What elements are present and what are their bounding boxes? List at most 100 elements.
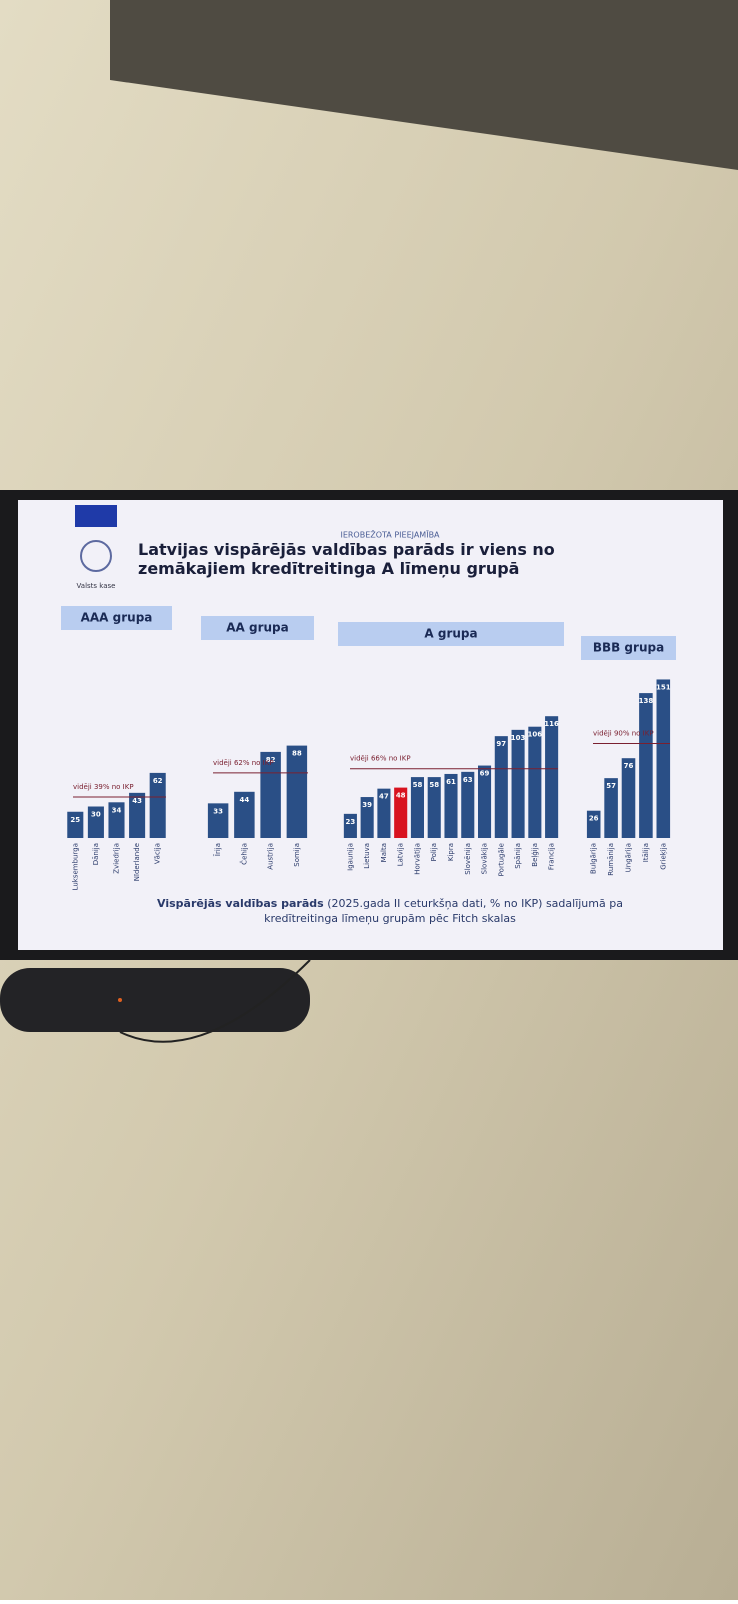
category-label: Polija — [430, 843, 438, 861]
category-label: Beļģija — [531, 843, 540, 867]
bar — [360, 797, 374, 838]
bar — [260, 751, 281, 838]
value-label: 57 — [606, 782, 616, 790]
value-label: 39 — [362, 801, 372, 809]
category-label: Latvija — [397, 843, 405, 866]
flag-mark — [75, 505, 117, 527]
value-label: 106 — [528, 731, 543, 739]
bar — [511, 729, 525, 838]
category-label: Horvātija — [413, 843, 421, 875]
value-label: 116 — [544, 720, 559, 728]
cable — [119, 959, 311, 1043]
bar — [108, 802, 125, 838]
value-label: 34 — [112, 806, 122, 814]
category-label: Malta — [380, 843, 388, 862]
caption-rest: (2025.gada II ceturkšņa dati, % no IKP) … — [264, 897, 623, 925]
bar — [286, 745, 308, 838]
soundbar — [0, 968, 310, 1032]
value-label: 33 — [213, 807, 223, 815]
title-box: Latvijas vispārējās valdības parāds ir v… — [138, 540, 555, 578]
value-label: 26 — [589, 815, 599, 823]
bar — [67, 811, 84, 838]
logo-text: Valsts kase — [77, 582, 116, 590]
bar — [639, 693, 653, 838]
bar — [234, 791, 255, 838]
slide-title: Latvijas vispārējās valdības parāds ir v… — [138, 540, 555, 578]
category-label: Portugāle — [497, 843, 505, 876]
average-label: vidēji 90% no IKP — [593, 730, 654, 738]
value-label: 76 — [624, 762, 634, 770]
category-label: Bulgārija — [590, 843, 598, 874]
bar — [87, 806, 104, 838]
bar — [394, 787, 408, 838]
category-label: Igaunija — [346, 843, 354, 871]
value-label: 58 — [429, 781, 439, 789]
average-label: vidēji 39% no IKP — [73, 783, 134, 791]
caption-box: Vispārējās valdības parāds (2025.gada II… — [140, 896, 640, 926]
average-label: vidēji 62% no IKP — [213, 759, 274, 767]
category-label: Zviedrija — [113, 843, 121, 874]
bar — [461, 771, 475, 838]
bar — [149, 772, 166, 838]
bar — [586, 810, 601, 838]
value-label: 58 — [413, 781, 423, 789]
bar — [477, 765, 492, 838]
category-label: Slovākija — [481, 843, 489, 874]
group-title: A grupa — [424, 627, 477, 641]
category-label: Grieķija — [659, 843, 668, 870]
bar — [427, 777, 441, 838]
category-label: Čehija — [239, 843, 248, 865]
bar — [656, 679, 671, 838]
group-header-box — [201, 616, 314, 640]
bar — [377, 788, 391, 838]
value-label: 48 — [396, 792, 406, 800]
group-header-box — [338, 622, 564, 646]
value-label: 88 — [292, 750, 302, 758]
category-label: Lietuva — [363, 843, 371, 869]
caption-bold: Vispārējās valdības parāds — [157, 897, 324, 910]
value-label: 82 — [266, 756, 276, 764]
bar — [410, 777, 425, 838]
bar — [444, 773, 458, 838]
category-label: Slovēnija — [464, 843, 472, 875]
group-header-box — [61, 606, 172, 630]
group-title: AA grupa — [226, 621, 289, 635]
category-label: Dānija — [92, 843, 100, 865]
value-label: 25 — [70, 816, 80, 824]
value-label: 43 — [132, 797, 142, 805]
bar — [129, 792, 146, 838]
charts: AAA grupa 25 Luksemburga 30 Dānija 34 Zviedrij… — [61, 606, 676, 890]
value-label: 62 — [153, 777, 163, 785]
category-label: Kipra — [447, 843, 455, 861]
slide — [18, 500, 723, 950]
bar — [207, 803, 229, 838]
value-label: 61 — [446, 778, 456, 786]
ceiling — [110, 0, 738, 170]
bar — [604, 778, 618, 838]
category-label: Rumānija — [607, 843, 615, 876]
average-label: vidēji 66% no IKP — [350, 755, 411, 763]
category-label: Īrija — [213, 843, 222, 856]
category-label: Ungārija — [625, 843, 633, 872]
value-label: 138 — [639, 697, 654, 705]
category-label: Nīderlande — [133, 843, 141, 881]
bar — [621, 758, 636, 838]
value-label: 69 — [480, 770, 490, 778]
category-label: Austrija — [267, 843, 275, 870]
caption: Vispārējās valdības parāds (2025.gada II… — [140, 896, 640, 926]
group-title: AAA grupa — [81, 611, 153, 625]
value-label: 97 — [496, 740, 506, 748]
category-label: Vācija — [154, 843, 162, 864]
group-header-box — [581, 636, 676, 660]
category-label: Luksemburga — [71, 843, 79, 890]
value-label: 47 — [379, 793, 389, 801]
access-label: IEROBEŽOTA PIEEJAMĪBA — [340, 529, 440, 540]
value-label: 103 — [511, 734, 526, 742]
category-label: Francija — [548, 843, 556, 870]
value-label: 151 — [656, 683, 671, 691]
logo-emblem — [80, 540, 112, 572]
value-label: 23 — [346, 818, 356, 826]
bar — [545, 716, 559, 838]
